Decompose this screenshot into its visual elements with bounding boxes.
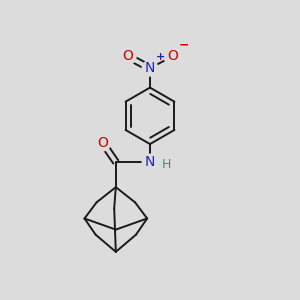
Circle shape — [142, 61, 158, 76]
Text: −: − — [179, 39, 189, 52]
Text: +: + — [156, 52, 165, 62]
Text: N: N — [145, 61, 155, 75]
Circle shape — [142, 154, 158, 170]
Text: O: O — [167, 50, 178, 63]
Text: O: O — [122, 50, 133, 63]
Text: N: N — [145, 155, 155, 169]
Circle shape — [94, 134, 111, 151]
Circle shape — [164, 48, 181, 65]
Text: O: O — [97, 136, 108, 150]
Text: H: H — [162, 158, 171, 171]
Circle shape — [119, 48, 136, 65]
